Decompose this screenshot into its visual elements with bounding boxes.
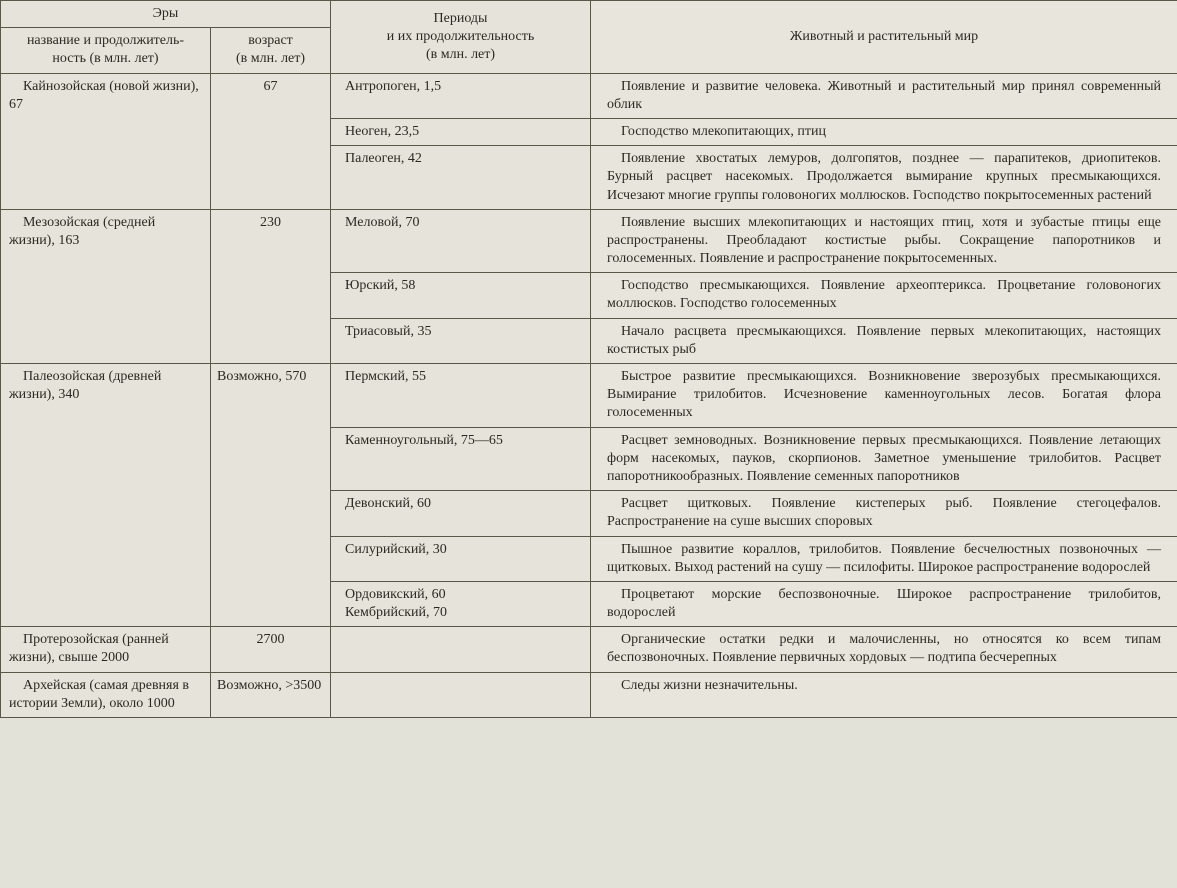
era-name-cell: Мезозойская (средней жизни), 163: [1, 209, 211, 363]
table-header: Эры Периоды и их продолжительность (в мл…: [1, 1, 1177, 74]
desc-cell: Следы жизни незначительны.: [591, 672, 1177, 717]
period-cell: Силурийский, 30: [331, 536, 591, 581]
desc-cell: Расцвет земноводных. Возникновение первы…: [591, 427, 1177, 491]
period-cell: Меловой, 70: [331, 209, 591, 273]
desc-cell: Господство пресмыкающихся. Появление арх…: [591, 273, 1177, 318]
header-age: возраст (в млн. лет): [211, 28, 331, 73]
era-name-cell: Архейская (самая древ­няя в истории Земл…: [1, 672, 211, 717]
period-cell: Девонский, 60: [331, 491, 591, 536]
table-row: Палеозойская (древней жизни), 340 Возмож…: [1, 364, 1177, 428]
period-cell: Антропоген, 1,5: [331, 73, 591, 118]
desc-cell: Появление высших млекопитающих и настоящ…: [591, 209, 1177, 273]
era-name-cell: Протерозойская (ранней жизни), свыше 200…: [1, 627, 211, 672]
period-cell: Палеоген, 42: [331, 146, 591, 210]
era-age-cell: Возможно, >3500: [211, 672, 331, 717]
table-row: Архейская (самая древ­няя в истории Земл…: [1, 672, 1177, 717]
era-age-cell: 2700: [211, 627, 331, 672]
era-name-cell: Палеозойская (древней жизни), 340: [1, 364, 211, 627]
period-cell: Ордовикский, 60 Кембрийский, 70: [331, 581, 591, 626]
period-cell: [331, 672, 591, 717]
desc-cell: Процветают морские беспозвоночные. Широк…: [591, 581, 1177, 626]
period-cell: Пермский, 55: [331, 364, 591, 428]
era-age-cell: 67: [211, 73, 331, 209]
header-life: Животный и растительный мир: [591, 1, 1177, 74]
desc-cell: Быстрое развитие пресмыкающихся. Возникн…: [591, 364, 1177, 428]
page: Эры Периоды и их продолжительность (в мл…: [0, 0, 1177, 888]
period-cell: Триасовый, 35: [331, 318, 591, 363]
period-cell: Юрский, 58: [331, 273, 591, 318]
table-body: Кайнозойская (новой жизни), 67 67 Антроп…: [1, 73, 1177, 717]
era-name-cell: Кайнозойская (новой жизни), 67: [1, 73, 211, 209]
table-row: Протерозойская (ранней жизни), свыше 200…: [1, 627, 1177, 672]
era-age-cell: Возможно, 570: [211, 364, 331, 627]
desc-cell: Пышное развитие кораллов, трилобитов. По…: [591, 536, 1177, 581]
header-eras-group: Эры: [1, 1, 331, 28]
header-era-name: название и продолжитель- ность (в млн. л…: [1, 28, 211, 73]
desc-cell: Расцвет щитковых. Появление кистеперых р…: [591, 491, 1177, 536]
desc-cell: Органические остатки редки и малочисленн…: [591, 627, 1177, 672]
desc-cell: Появление и развитие человека. Животный …: [591, 73, 1177, 118]
period-cell: Каменноугольный, 75—65: [331, 427, 591, 491]
period-cell: Неоген, 23,5: [331, 118, 591, 145]
table-row: Кайнозойская (новой жизни), 67 67 Антроп…: [1, 73, 1177, 118]
geological-eras-table: Эры Периоды и их продолжительность (в мл…: [0, 0, 1177, 718]
header-periods: Периоды и их продолжительность (в млн. л…: [331, 1, 591, 74]
desc-cell: Появление хвостатых лемуров, долгопятов,…: [591, 146, 1177, 210]
desc-cell: Начало расцвета пресмыкающихся. Появлени…: [591, 318, 1177, 363]
era-age-cell: 230: [211, 209, 331, 363]
desc-cell: Господство млекопитающих, птиц: [591, 118, 1177, 145]
table-row: Мезозойская (средней жизни), 163 230 Мел…: [1, 209, 1177, 273]
period-cell: [331, 627, 591, 672]
